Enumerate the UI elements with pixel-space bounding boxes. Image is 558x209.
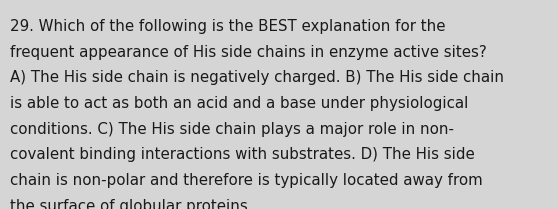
Text: covalent binding interactions with substrates. D) The His side: covalent binding interactions with subst… — [10, 147, 475, 162]
Text: chain is non-polar and therefore is typically located away from: chain is non-polar and therefore is typi… — [10, 173, 483, 188]
Text: A) The His side chain is negatively charged. B) The His side chain: A) The His side chain is negatively char… — [10, 70, 504, 85]
Text: 29. Which of the following is the BEST explanation for the: 29. Which of the following is the BEST e… — [10, 19, 445, 34]
Text: is able to act as both an acid and a base under physiological: is able to act as both an acid and a bas… — [10, 96, 468, 111]
Text: frequent appearance of His side chains in enzyme active sites?: frequent appearance of His side chains i… — [10, 45, 487, 60]
Text: conditions. C) The His side chain plays a major role in non-: conditions. C) The His side chain plays … — [10, 122, 454, 137]
Text: the surface of globular proteins: the surface of globular proteins — [10, 199, 248, 209]
